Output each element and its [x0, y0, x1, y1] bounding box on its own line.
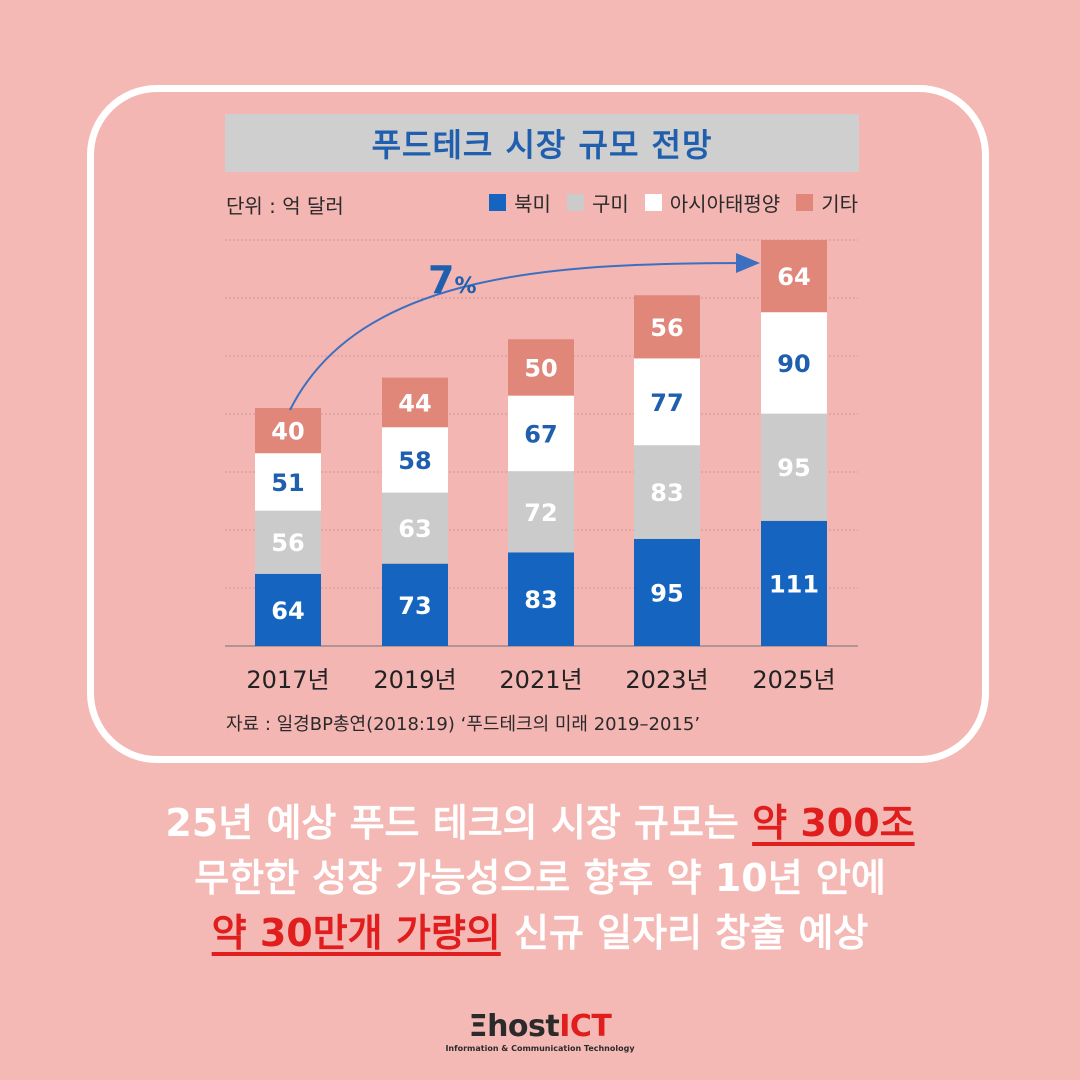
bars [255, 240, 827, 646]
data-label: 40 [271, 418, 304, 446]
chart-legend: 북미 구미 아시아태평양 기타 [489, 188, 858, 217]
data-label: 83 [524, 586, 557, 614]
growth-annotation: 7% [428, 258, 477, 302]
chart-title: 푸드테크 시장 규모 전망 [225, 114, 859, 172]
caption-line-1: 25년 예상 푸드 테크의 시장 규모는 약 300조 [0, 796, 1080, 851]
bar-segment [508, 339, 574, 396]
legend-swatch-other [796, 194, 814, 211]
bar-segment [255, 510, 321, 574]
caption-line-1-text: 25년 예상 푸드 테크의 시장 규모는 [165, 801, 753, 845]
x-tick-label: 2023년 [625, 666, 708, 694]
legend-label-asia-pacific: 아시아태평양 [669, 192, 781, 216]
bar-segment [634, 445, 700, 539]
data-label: 95 [650, 579, 683, 607]
data-label: 64 [777, 263, 810, 291]
x-tick-label: 2021년 [499, 666, 582, 694]
bar-segment [255, 453, 321, 511]
data-label: 77 [650, 389, 683, 417]
growth-annotation-percent: % [454, 274, 476, 299]
legend-item-asia-pacific: 아시아태평양 [644, 188, 781, 217]
data-label: 95 [777, 454, 810, 482]
x-axis: 2017년 2019년 2021년 2023년 2025년 [246, 666, 835, 694]
data-label: 73 [398, 592, 431, 620]
bar-segment [508, 395, 574, 472]
bar-labels: 64 56 51 40 73 63 58 44 83 72 67 50 95 83 77 56 111 95 90 6… [271, 263, 819, 625]
legend-item-europe: 구미 [566, 188, 629, 217]
legend-item-other: 기타 [796, 188, 858, 217]
data-label: 44 [398, 389, 431, 417]
legend-swatch-north-america [489, 194, 507, 211]
bar-segment [508, 471, 574, 553]
bar-segment [634, 538, 700, 646]
legend-item-north-america: 북미 [489, 188, 551, 217]
legend-label-europe: 구미 [591, 192, 629, 216]
data-label: 72 [524, 499, 557, 527]
bar-segment [634, 358, 700, 446]
data-label: 67 [524, 420, 557, 448]
data-label: 63 [398, 515, 431, 543]
data-label: 83 [650, 479, 683, 507]
bar-segment [761, 413, 827, 521]
data-label: 56 [650, 314, 683, 342]
logo-prefix: Ξhost [468, 1009, 560, 1044]
legend-label-north-america: 북미 [514, 192, 551, 216]
bar-segment [761, 520, 827, 646]
bar-segment [382, 492, 448, 564]
logo-tagline: Information & Communication Technology [445, 1044, 635, 1053]
bar-segment [382, 377, 448, 428]
chart-source: 자료 : 일경BP총연(2018:19) ‘푸드테크의 미래 2019–2015… [226, 714, 701, 735]
growth-annotation-number: 7 [428, 258, 454, 302]
bar-segment [761, 312, 827, 414]
data-label: 50 [524, 354, 557, 382]
bar-segment [382, 563, 448, 646]
unit-label: 단위 : 억 달러 [226, 194, 344, 218]
caption-line-3-text: 신규 일자리 창출 예상 [500, 911, 869, 955]
logo-suffix: ICT [559, 1009, 612, 1044]
x-tick-label: 2019년 [373, 666, 456, 694]
legend-swatch-asia-pacific [644, 194, 662, 211]
caption-highlight-jobs: 약 30만개 가량의 [211, 911, 501, 955]
growth-arrow [289, 253, 760, 411]
caption: 25년 예상 푸드 테크의 시장 규모는 약 300조 무한한 성장 가능성으로… [0, 796, 1080, 961]
data-label: 56 [271, 529, 304, 557]
logo-wordmark: ΞhostICT [0, 1010, 1080, 1044]
bar-segment [761, 240, 827, 313]
bar-segment [634, 295, 700, 359]
legend-label-other: 기타 [821, 192, 858, 216]
bar-segment [255, 408, 321, 454]
data-label: 58 [398, 447, 431, 475]
data-label: 51 [271, 469, 304, 497]
caption-line-2: 무한한 성장 가능성으로 향후 약 10년 안에 [194, 856, 886, 900]
data-label: 111 [769, 570, 819, 598]
caption-highlight-market-size: 약 300조 [752, 801, 915, 845]
brand-logo: ΞhostICT Information & Communication Tec… [0, 1010, 1080, 1054]
data-label: 90 [777, 350, 810, 378]
data-label: 64 [271, 597, 304, 625]
bar-segment [255, 573, 321, 646]
x-tick-label: 2025년 [752, 666, 835, 694]
legend-swatch-europe [566, 194, 584, 211]
bar-segment [382, 427, 448, 493]
caption-line-3: 약 30만개 가량의 신규 일자리 창출 예상 [0, 906, 1080, 961]
x-tick-label: 2017년 [246, 666, 329, 694]
bar-segment [508, 552, 574, 646]
